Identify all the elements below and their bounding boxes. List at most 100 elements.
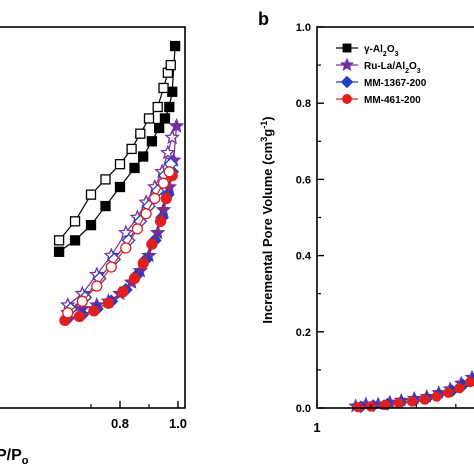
data-point (69, 216, 81, 227)
data-point (53, 235, 65, 246)
legend-marker (342, 43, 352, 53)
data-point (117, 286, 129, 298)
data-point (105, 261, 117, 273)
legend-item: MM-1367-200 (336, 75, 427, 89)
panel-a-isotherm-chart: 0.8 1.0 P/Po (0, 26, 187, 467)
panel-a-x-ticks: 0.8 1.0 (90, 401, 187, 431)
legend-label-part: O (387, 44, 395, 55)
data-point (138, 151, 149, 162)
data-point (100, 200, 111, 212)
legend-label-part: Ru-La/Al (364, 61, 405, 72)
y-tick-label: 0.8 (296, 98, 311, 110)
data-point (454, 383, 465, 394)
data-point (157, 177, 170, 189)
data-point (114, 159, 126, 170)
data-point (167, 86, 178, 97)
legend-item: MM-461-200 (336, 94, 421, 106)
data-point (85, 189, 97, 200)
data-point (443, 387, 454, 398)
series-gamma_des (53, 59, 176, 246)
data-point (163, 166, 175, 178)
legend-item: Ru-La/Al2O3 (336, 57, 421, 75)
data-point (153, 122, 165, 134)
data-point (131, 223, 144, 235)
data-point (128, 272, 141, 285)
data-point (160, 192, 173, 205)
y-tick-label: 0.6 (296, 174, 311, 186)
data-point (160, 144, 176, 160)
data-point (137, 257, 149, 269)
panel-b-y-ticks: 0.0 0.2 0.4 0.6 0.8 1.0 (296, 22, 324, 415)
panel-a-x-axis-label: P/Po (0, 447, 29, 467)
panel-b-pore-volume-chart: b 0.0 0.2 0.4 0.6 0.8 1.0 1 Incremental Pore … (258, 9, 474, 435)
data-point (102, 297, 115, 309)
legend-label: γ-Al2O3 (364, 44, 399, 58)
data-point (91, 280, 103, 292)
data-point (69, 235, 81, 246)
data-point (100, 174, 111, 185)
panel-a-marks (53, 40, 185, 327)
x-tick-label: 1 (313, 420, 320, 435)
legend-item: γ-Al2O3 (336, 43, 399, 58)
data-point (164, 129, 180, 145)
data-point (158, 82, 169, 94)
legend-marker (342, 94, 352, 104)
data-point (406, 396, 418, 407)
panel-b-y-axis-label: Incremental Pore Volume (cm3g-1) (259, 116, 275, 323)
legend-label-part: 3 (417, 68, 421, 75)
legend-label-part: MM-1367-200 (364, 78, 427, 89)
data-point (169, 40, 181, 52)
data-point (126, 143, 137, 155)
y-tick-label: 0.0 (296, 403, 311, 415)
data-point (393, 398, 405, 409)
series-mm461_des (62, 166, 175, 319)
data-point (154, 215, 167, 227)
legend-label: MM-1367-200 (364, 78, 427, 89)
data-point (76, 295, 88, 307)
y-tick-label: 0.4 (296, 251, 312, 263)
data-point (146, 238, 158, 250)
data-point (140, 208, 152, 220)
y-label-part: 3 (259, 137, 269, 142)
legend-marker (340, 75, 354, 89)
panel-b-x-ticks: 1 (313, 401, 457, 435)
legend-label: MM-461-200 (364, 95, 421, 106)
data-point (146, 136, 158, 147)
y-label-part: g (260, 129, 275, 137)
legend-label: Ru-La/Al2O3 (364, 61, 421, 75)
data-point (431, 391, 442, 402)
data-point (143, 113, 155, 124)
panel-a-x-axis-label-main: P/P (0, 447, 22, 464)
y-label-part: ) (260, 116, 275, 120)
legend-label-part: 2 (383, 51, 387, 58)
legend-label-part: 3 (395, 51, 399, 58)
y-label-part: -1 (259, 121, 269, 129)
y-label-part: Incremental Pore Volume (cm (260, 142, 275, 324)
data-point (129, 162, 140, 174)
data-point (88, 305, 100, 317)
data-point (168, 117, 185, 133)
data-point (159, 113, 171, 124)
legend-marker (339, 57, 355, 72)
data-point (120, 242, 132, 254)
data-point (53, 246, 65, 257)
legend-label-part: O (409, 61, 417, 72)
data-point (73, 310, 86, 323)
panel-a-x-axis-label-sub: o (22, 455, 29, 467)
x-tick-label: 0.8 (111, 416, 129, 431)
legend-label-part: MM-461-200 (364, 95, 421, 106)
x-tick-label: 1.0 (169, 416, 187, 431)
data-point (135, 128, 146, 139)
data-point (149, 192, 161, 205)
y-tick-label: 1.0 (296, 22, 311, 34)
legend-label-part: γ-Al (364, 44, 383, 55)
data-point (62, 307, 74, 319)
data-point (85, 219, 97, 231)
data-point (152, 101, 163, 113)
panel-b-label: b (258, 9, 269, 29)
data-point (164, 101, 175, 113)
data-point (465, 376, 474, 388)
data-point (165, 59, 176, 71)
